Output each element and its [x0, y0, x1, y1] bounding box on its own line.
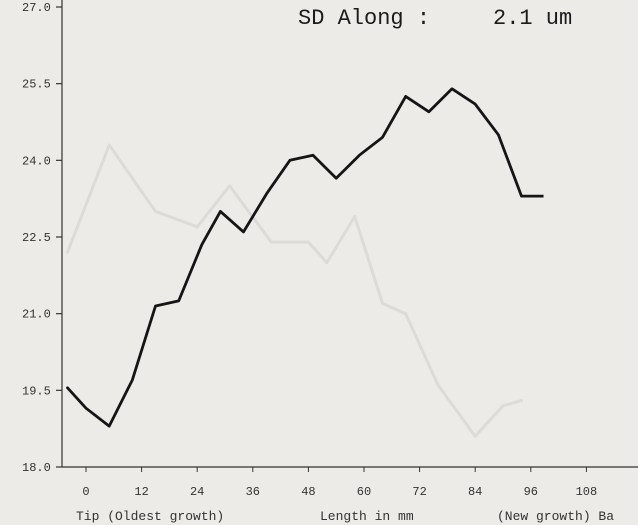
x-tick-label: 48 — [301, 485, 315, 499]
y-tick-label: 27.0 — [22, 1, 51, 15]
ghost-layer — [66, 143, 523, 438]
y-tick-label: 24.0 — [22, 154, 51, 168]
series-layer — [66, 87, 544, 428]
y-tick-label: 18.0 — [22, 461, 51, 475]
y-tick-label: 21.0 — [22, 308, 51, 322]
footer-left-label: Tip (Oldest growth) — [76, 509, 224, 524]
x-tick-label: 108 — [576, 485, 598, 499]
x-tick-label: 24 — [190, 485, 204, 499]
footer-right-label: (New growth) Ba — [497, 509, 614, 524]
x-tick-label: 72 — [412, 485, 426, 499]
x-tick-label: 12 — [134, 485, 148, 499]
y-tick-label: 25.5 — [22, 78, 51, 92]
series-line-main — [66, 87, 523, 428]
y-tick-label: 19.5 — [22, 384, 51, 398]
x-axis-ticks: 012243648607284961081 — [82, 467, 598, 499]
x-tick-label: 60 — [357, 485, 371, 499]
x-tick-label: 36 — [246, 485, 260, 499]
series-line-faint — [66, 143, 523, 438]
header-label: SD Along : — [298, 6, 430, 31]
y-tick-label: 22.5 — [22, 231, 51, 245]
x-axis-label: Length in mm — [320, 509, 414, 524]
x-tick-label: 96 — [524, 485, 538, 499]
header-value: 2.1 um — [493, 6, 572, 31]
x-tick-label: 84 — [468, 485, 482, 499]
x-tick-label: 0 — [82, 485, 89, 499]
y-axis-ticks: 27.0 25.5 24.0 22.5 21.0 19.5 18.0 — [22, 1, 62, 475]
